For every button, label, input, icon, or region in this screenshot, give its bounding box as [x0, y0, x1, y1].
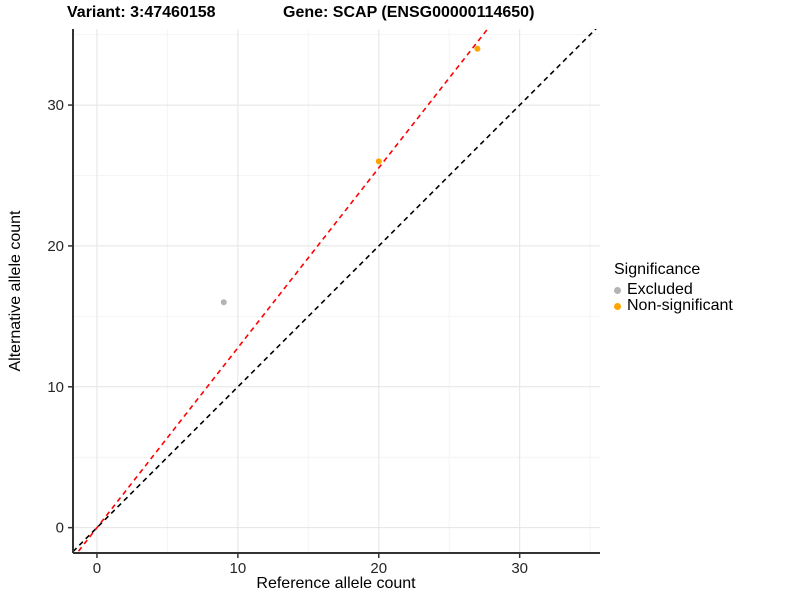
- y-axis-label: Alternative allele count: [7, 210, 24, 372]
- x-axis-label: Reference allele count: [256, 575, 416, 592]
- legend: Significance Excluded Non-significant: [614, 261, 733, 314]
- y-tick-label: 0: [56, 520, 64, 537]
- data-point: [220, 299, 227, 306]
- data-point: [375, 158, 382, 165]
- x-tick-label: 10: [230, 560, 247, 577]
- legend-dot-icon: [614, 286, 621, 294]
- y-tick-label: 10: [47, 379, 64, 396]
- fitted-line: [76, 29, 489, 553]
- identity-line: [73, 29, 597, 553]
- legend-dot-icon: [614, 302, 621, 310]
- x-tick-label: 20: [370, 560, 387, 577]
- legend-item-label: Excluded: [627, 281, 693, 298]
- legend-title: Significance: [614, 261, 701, 278]
- gene-title: Gene: SCAP (ENSG00000114650): [283, 4, 535, 21]
- legend-item-non-significant: Non-significant: [614, 297, 733, 314]
- legend-items: Excluded Non-significant: [614, 281, 733, 314]
- legend-item-label: Non-significant: [627, 297, 733, 314]
- x-tick-label: 0: [93, 560, 101, 577]
- y-tick-label: 20: [47, 238, 64, 255]
- x-tick-label: 30: [511, 560, 528, 577]
- data-point: [474, 45, 481, 52]
- variant-title: Variant: 3:47460158: [67, 4, 216, 21]
- legend-item-excluded: Excluded: [614, 281, 733, 298]
- y-tick-label: 30: [47, 97, 64, 114]
